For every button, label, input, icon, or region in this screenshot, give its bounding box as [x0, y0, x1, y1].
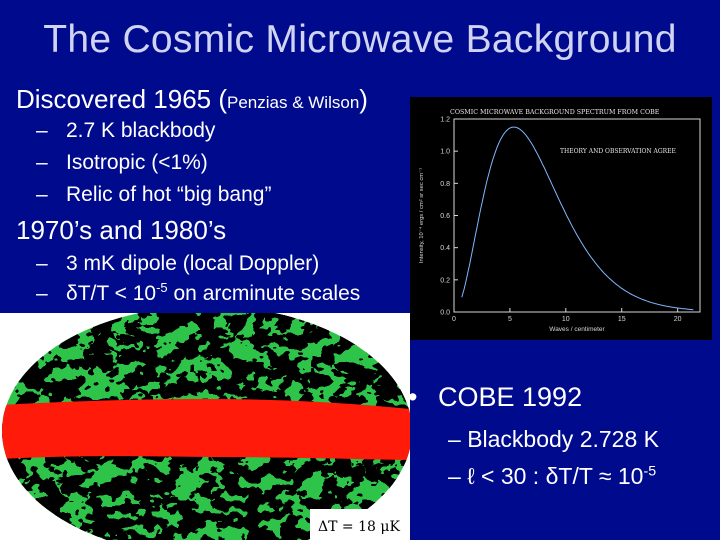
- y-tick-label: 0.6: [440, 213, 450, 220]
- dash-marker: –: [36, 119, 48, 142]
- chart-annotation: THEORY AND OBSERVATION AGREE: [560, 148, 676, 155]
- bullet-text: Blackbody 2.728 K: [467, 426, 659, 452]
- y-tick-label: 0.2: [440, 277, 450, 284]
- bullet-relic: – Relic of hot “big bang”: [36, 183, 271, 207]
- x-tick-label: 5: [508, 316, 512, 323]
- chart-title: COSMIC MICROWAVE BACKGROUND SPECTRUM FRO…: [450, 109, 660, 116]
- bullet-marker: •: [408, 382, 418, 412]
- bullet-text: 2.7 K blackbody: [66, 119, 216, 142]
- galactic-plane-band: [2, 399, 410, 460]
- bullet-blackbody-27: –2.7 K blackbody: [36, 119, 215, 143]
- x-axis-label: Waves / centimeter: [549, 326, 605, 333]
- x-tick-label: 0: [452, 316, 456, 323]
- aniso-exponent: -5: [156, 280, 168, 296]
- y-tick-label: 1.0: [440, 149, 450, 156]
- dash-marker: –: [36, 252, 48, 275]
- bullet-dipole: –3 mK dipole (local Doppler): [36, 252, 319, 276]
- bullet-isotropic: – Isotropic (<1%): [36, 151, 208, 175]
- bullet-blackbody-2728: – Blackbody 2.728 K: [448, 426, 659, 453]
- dash-marker: –: [36, 183, 48, 206]
- discovered-text: Discovered 1965 (: [16, 84, 227, 114]
- dash-marker: –: [36, 282, 48, 305]
- aniso-post: on arcminute scales: [167, 282, 361, 305]
- bullet-ell-anisotropy: – ℓ < 30 : δT/T ≈ 10-5: [448, 463, 656, 490]
- x-tick-label: 15: [618, 316, 626, 323]
- cobe-heading-text: COBE 1992: [438, 382, 583, 412]
- cmb-sky-map: ΔT = 18 μK: [0, 313, 410, 540]
- chart-background: [410, 97, 712, 340]
- ell-text: ℓ < 30 : δT/T ≈ 10: [467, 463, 644, 489]
- aniso-pre: δT/T < 10: [66, 282, 157, 305]
- dash-marker: –: [36, 151, 48, 174]
- spectrum-curve: [461, 126, 694, 311]
- x-tick-label: 10: [562, 316, 570, 323]
- discovered-close: ): [359, 84, 368, 114]
- bullet-text: Relic of hot “big bang”: [66, 183, 272, 206]
- cobe-heading: • COBE 1992: [408, 382, 582, 413]
- map-pixels: [2, 313, 410, 540]
- y-tick-label: 0.8: [440, 181, 450, 188]
- x-tick-label: 20: [674, 316, 682, 323]
- y-tick-label: 0.0: [440, 310, 450, 317]
- era-heading: 1970’s and 1980’s: [16, 215, 227, 245]
- bullet-text: Isotropic (<1%): [66, 151, 208, 174]
- cobe-spectrum-chart: COSMIC MICROWAVE BACKGROUND SPECTRUM FRO…: [410, 97, 712, 340]
- ell-exponent: -5: [643, 463, 657, 480]
- y-tick-label: 0.4: [440, 245, 450, 252]
- dash-marker: –: [448, 426, 461, 452]
- bullet-anisotropy: – δT/T < 10-5 on arcminute scales: [36, 280, 361, 306]
- map-scale-label: ΔT = 18 μK: [318, 519, 400, 535]
- dash-marker: –: [448, 463, 461, 489]
- y-tick-label: 1.2: [440, 117, 450, 124]
- discovered-line: Discovered 1965 (Penzias & Wilson): [16, 84, 368, 115]
- discoverers-names: Penzias & Wilson: [227, 93, 360, 112]
- slide-title: The Cosmic Microwave Background: [43, 18, 677, 61]
- scale-label-box: [310, 509, 410, 540]
- bullet-text: 3 mK dipole (local Doppler): [66, 252, 320, 275]
- chart-marks: 0 5 10 15 20 0.0 0.2 0.4 0.6 0.8 1.0 1.2 THEORY AND …: [418, 117, 701, 333]
- y-axis-label: Intensity, 10⁻⁴ ergs / cm² sr sec cm⁻¹: [418, 168, 425, 263]
